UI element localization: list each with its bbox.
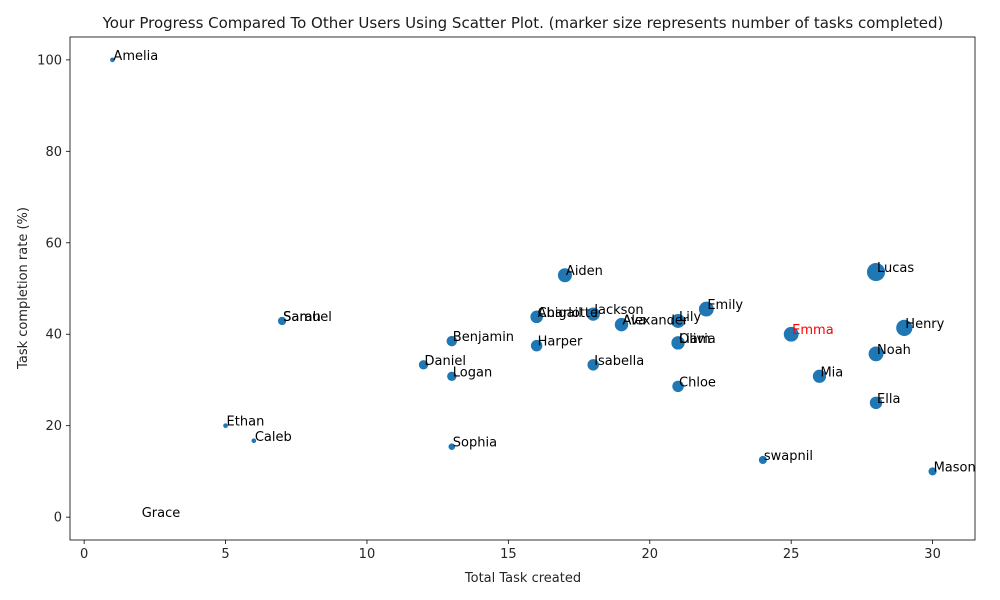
- point-label: Henry: [905, 317, 944, 332]
- point-label: Logan: [453, 365, 492, 380]
- point-label: Ella: [877, 392, 900, 407]
- scatter-point: [530, 310, 543, 324]
- plot-frame: [69, 36, 976, 541]
- scatter-point: [758, 455, 767, 465]
- point-label: Isabella: [594, 354, 644, 369]
- data-points: [110, 57, 937, 476]
- y-tick-label: 20: [45, 419, 62, 434]
- scatter-point: [896, 319, 913, 336]
- y-tick-label: 0: [54, 511, 62, 526]
- scatter-point: [928, 467, 937, 476]
- scatter-point: [614, 317, 629, 332]
- scatter-point: [223, 423, 228, 429]
- point-label: Ethan: [227, 415, 265, 430]
- point-label: Mason: [934, 460, 976, 475]
- point-label: Jackson: [593, 303, 643, 318]
- scatter-point: [278, 316, 287, 326]
- point-label: Samuel: [283, 310, 332, 325]
- point-label: Olivia: [679, 332, 716, 347]
- point-label: Noah: [877, 343, 911, 358]
- y-tick-label: 40: [45, 328, 62, 343]
- scatter-point: [672, 380, 684, 393]
- scatter-point: [448, 443, 456, 451]
- scatter-point: [671, 336, 685, 350]
- point-label: Benjamin: [453, 330, 514, 345]
- scatter-point: [869, 396, 883, 410]
- point-label: Aiden: [566, 264, 603, 279]
- point-label: swapnil: [764, 449, 813, 464]
- point-label: Charlotte: [538, 306, 598, 321]
- scatter-point: [671, 313, 686, 328]
- x-axis-label: Total Task created: [464, 571, 581, 586]
- point-label: Daniel: [425, 354, 466, 369]
- point-label: Lucas: [877, 261, 914, 276]
- point-label: Alexander: [622, 314, 688, 329]
- scatter-point: [866, 262, 886, 282]
- point-label: Abigail: [538, 306, 582, 321]
- scatter-point: [418, 360, 429, 370]
- x-tick-label: 15: [500, 547, 517, 562]
- point-label: Emily: [707, 298, 743, 313]
- point-labels: Amelia Lucas Aiden Emily JacksonCharlotteAbi…: [113, 49, 975, 521]
- x-tick-label: 10: [359, 547, 376, 562]
- scatter-point: [868, 346, 884, 362]
- scatter-point: [812, 369, 827, 383]
- x-tick-label: 30: [924, 547, 941, 562]
- point-label: Grace: [142, 506, 181, 521]
- y-tick-label: 80: [45, 145, 62, 160]
- point-label: Chloe: [679, 375, 716, 390]
- point-label: Harper: [538, 335, 583, 350]
- x-axis: 0 5 10 15 20 25 30: [80, 540, 941, 562]
- scatter-point: [446, 335, 458, 347]
- scatter-point: [251, 438, 257, 444]
- y-tick-label: 100: [37, 53, 62, 68]
- point-label: Mia: [820, 365, 843, 380]
- x-tick-label: 20: [641, 547, 658, 562]
- x-tick-label: 5: [221, 547, 229, 562]
- y-axis: 0 20 40 60 80 100: [37, 53, 70, 526]
- point-label: Sarah: [283, 310, 321, 325]
- chart-title: Your Progress Compared To Other Users Us…: [102, 14, 944, 32]
- scatter-point: [783, 326, 799, 342]
- scatter-point: [110, 57, 115, 63]
- scatter-point: [587, 359, 599, 371]
- x-tick-label: 0: [80, 547, 88, 562]
- point-label: Caleb: [255, 430, 292, 445]
- point-label: Ava: [622, 314, 646, 329]
- point-label: Emma: [792, 323, 834, 338]
- point-label: Liam: [679, 332, 710, 347]
- point-label: Amelia: [113, 49, 158, 64]
- scatter-point: [530, 339, 543, 352]
- y-tick-label: 60: [45, 236, 62, 251]
- y-axis-label: Task completion rate (%): [16, 207, 31, 370]
- point-label: Sophia: [453, 436, 497, 451]
- x-tick-label: 25: [783, 547, 800, 562]
- point-label: Lily: [679, 310, 701, 325]
- scatter-point: [698, 301, 714, 317]
- scatter-point: [586, 307, 600, 321]
- scatter-point: [447, 371, 457, 381]
- scatter-point: [557, 268, 572, 283]
